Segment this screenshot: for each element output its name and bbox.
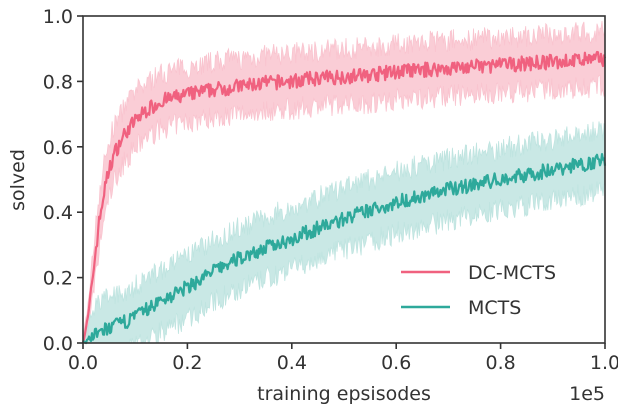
y-axis-ticks: 0.0 0.2 0.4 0.6 0.8 1.0 [43,6,83,355]
x-tick-label: 1.0 [590,352,618,374]
x-axis-offset-label: 1e5 [569,383,605,405]
legend: DC-MCTS MCTS [401,262,556,319]
axes [82,15,606,344]
x-tick-label: 0.2 [172,352,202,374]
plot-frame [82,15,606,344]
legend-label-dc-mcts: DC-MCTS [468,262,556,284]
line-mcts [82,153,607,345]
y-axis-label: solved [7,149,29,211]
x-tick-label: 0.0 [68,352,98,374]
line-dc-mcts [81,50,607,344]
x-tick-label: 0.4 [277,352,307,374]
confidence-bands [82,21,606,344]
band-mcts [82,121,606,344]
x-axis-label: training epsisodes [257,383,431,405]
series-lines [81,50,607,345]
y-tick-label: 1.0 [43,6,73,28]
x-axis-ticks: 0.0 0.2 0.4 0.6 0.8 1.0 [68,343,618,374]
y-tick-label: 0.6 [43,137,73,159]
y-tick-label: 0.0 [43,333,73,355]
x-tick-label: 0.8 [485,352,515,374]
y-tick-label: 0.8 [43,71,73,93]
y-tick-label: 0.4 [43,202,73,224]
legend-label-mcts: MCTS [468,297,521,319]
x-tick-label: 0.6 [381,352,411,374]
y-tick-label: 0.2 [43,268,73,290]
